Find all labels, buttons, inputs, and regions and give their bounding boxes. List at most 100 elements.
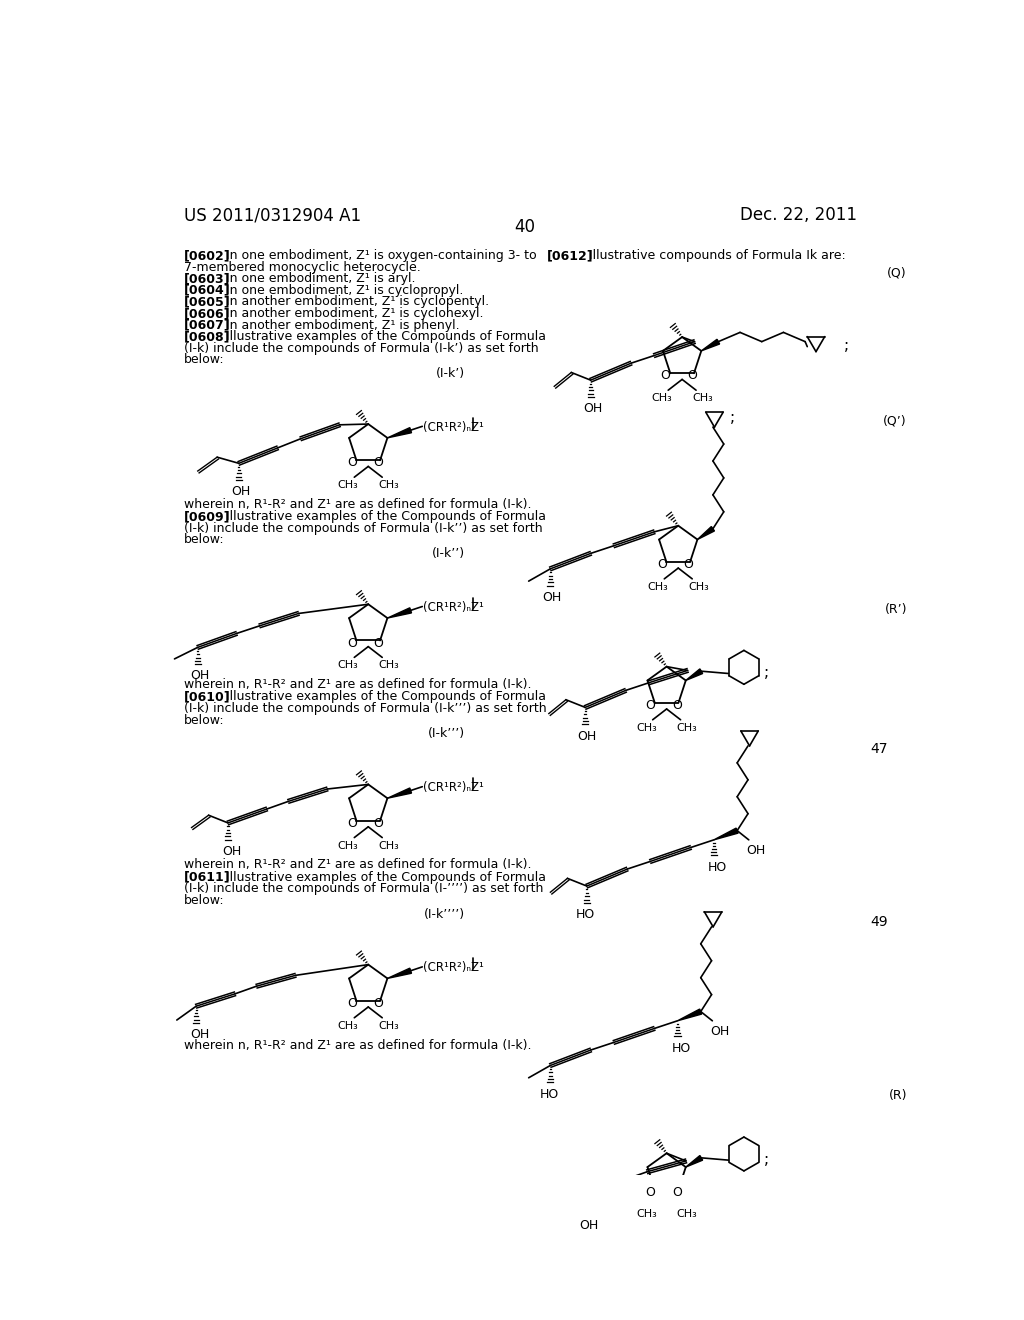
Text: (CR¹R²)ₙZ¹: (CR¹R²)ₙZ¹ [423, 781, 484, 795]
Polygon shape [686, 669, 702, 680]
Text: OH: OH [583, 403, 602, 416]
Text: In another embodiment, Z¹ is phenyl.: In another embodiment, Z¹ is phenyl. [226, 318, 460, 331]
Text: ;: ; [764, 665, 769, 680]
Text: O: O [347, 997, 356, 1010]
Text: In another embodiment, Z¹ is cyclohexyl.: In another embodiment, Z¹ is cyclohexyl. [226, 308, 484, 319]
Text: (I-k) include the compounds of Formula (I-k’) as set forth: (I-k) include the compounds of Formula (… [183, 342, 539, 355]
Text: (I-k’): (I-k’) [436, 367, 465, 380]
Text: CH₃: CH₃ [677, 723, 697, 733]
Text: Illustrative examples of the Compounds of Formula: Illustrative examples of the Compounds o… [226, 511, 547, 523]
Text: (I-k) include the compounds of Formula (I-’’’’) as set forth: (I-k) include the compounds of Formula (… [183, 882, 543, 895]
Text: CH₃: CH₃ [677, 1209, 697, 1220]
Text: OH: OH [578, 730, 597, 743]
Text: 49: 49 [869, 915, 888, 929]
Text: CH₃: CH₃ [688, 582, 709, 591]
Text: Illustrative examples of the Compounds of Formula: Illustrative examples of the Compounds o… [226, 690, 547, 704]
Text: O: O [684, 558, 693, 572]
Text: (Q’): (Q’) [884, 414, 907, 428]
Text: (I-k) include the compounds of Formula (I-k’’’) as set forth: (I-k) include the compounds of Formula (… [183, 702, 547, 715]
Text: CH₃: CH₃ [378, 479, 398, 490]
Text: O: O [347, 457, 356, 470]
Text: CH₃: CH₃ [692, 393, 713, 404]
Text: In one embodiment, Z¹ is cyclopropyl.: In one embodiment, Z¹ is cyclopropyl. [226, 284, 464, 297]
Text: [0611]: [0611] [183, 871, 230, 883]
Text: OH: OH [579, 1218, 598, 1232]
Text: OH: OH [746, 845, 766, 858]
Polygon shape [387, 607, 412, 618]
Text: O: O [374, 817, 383, 830]
Text: Illustrative examples of the Compounds of Formula: Illustrative examples of the Compounds o… [226, 330, 547, 343]
Polygon shape [387, 968, 412, 978]
Text: [0608]: [0608] [183, 330, 230, 343]
Polygon shape [387, 428, 412, 438]
Text: CH₃: CH₃ [338, 1020, 358, 1031]
Text: OH: OH [190, 1028, 209, 1041]
Text: [0602]: [0602] [183, 249, 230, 263]
Text: OH: OH [231, 484, 250, 498]
Polygon shape [697, 527, 715, 540]
Text: 40: 40 [514, 218, 536, 236]
Text: HO: HO [708, 861, 727, 874]
Text: In another embodiment, Z¹ is cyclopentyl.: In another embodiment, Z¹ is cyclopentyl… [226, 296, 489, 309]
Text: O: O [374, 636, 383, 649]
Text: below:: below: [183, 894, 224, 907]
Text: US 2011/0312904 A1: US 2011/0312904 A1 [183, 206, 360, 224]
Text: [0606]: [0606] [183, 308, 230, 319]
Text: below:: below: [183, 533, 224, 546]
Text: (I-k’’’’): (I-k’’’’) [424, 908, 465, 920]
Text: HO: HO [540, 1088, 559, 1101]
Polygon shape [701, 339, 720, 351]
Text: O: O [645, 700, 655, 711]
Text: HO: HO [575, 908, 595, 921]
Text: wherein n, R¹-R² and Z¹ are as defined for formula (I-k).: wherein n, R¹-R² and Z¹ are as defined f… [183, 498, 531, 511]
Text: Illustrative compounds of Formula Ik are:: Illustrative compounds of Formula Ik are… [589, 249, 846, 263]
Text: (CR¹R²)ₙZ¹: (CR¹R²)ₙZ¹ [423, 421, 484, 434]
Text: (I-k’’’): (I-k’’’) [428, 727, 465, 741]
Text: CH₃: CH₃ [636, 723, 656, 733]
Text: [0603]: [0603] [183, 272, 230, 285]
Text: CH₃: CH₃ [648, 582, 669, 591]
Text: [0612]: [0612] [547, 249, 593, 263]
Polygon shape [678, 1008, 701, 1020]
Text: CH₃: CH₃ [651, 393, 673, 404]
Text: (CR¹R²)ₙZ¹: (CR¹R²)ₙZ¹ [423, 601, 484, 614]
Text: In one embodiment, Z¹ is aryl.: In one embodiment, Z¹ is aryl. [226, 272, 416, 285]
Text: [0604]: [0604] [183, 284, 230, 297]
Text: O: O [672, 700, 682, 711]
Text: CH₃: CH₃ [338, 660, 358, 671]
Text: (CR¹R²)ₙZ¹: (CR¹R²)ₙZ¹ [423, 961, 484, 974]
Text: CH₃: CH₃ [378, 1020, 398, 1031]
Text: Dec. 22, 2011: Dec. 22, 2011 [740, 206, 857, 224]
Text: [0609]: [0609] [183, 511, 230, 523]
Polygon shape [387, 788, 412, 799]
Text: O: O [672, 1185, 682, 1199]
Text: (I-k) include the compounds of Formula (I-k’’) as set forth: (I-k) include the compounds of Formula (… [183, 521, 543, 535]
Text: (R’): (R’) [885, 603, 907, 616]
Text: 7-membered monocyclic heterocycle.: 7-membered monocyclic heterocycle. [183, 261, 421, 273]
Text: O: O [660, 370, 671, 383]
Text: wherein n, R¹-R² and Z¹ are as defined for formula (I-k).: wherein n, R¹-R² and Z¹ are as defined f… [183, 858, 531, 871]
Text: [0610]: [0610] [183, 690, 230, 704]
Text: CH₃: CH₃ [636, 1209, 656, 1220]
Text: HO: HO [672, 1041, 690, 1055]
Text: below:: below: [183, 354, 224, 366]
Text: O: O [374, 457, 383, 470]
Text: (I-k’’): (I-k’’) [432, 548, 465, 560]
Text: wherein n, R¹-R² and Z¹ are as defined for formula (I-k).: wherein n, R¹-R² and Z¹ are as defined f… [183, 1039, 531, 1052]
Polygon shape [714, 828, 738, 840]
Text: (R): (R) [889, 1089, 907, 1102]
Text: OH: OH [543, 591, 562, 605]
Text: ;: ; [844, 338, 849, 352]
Text: ;: ; [730, 411, 735, 425]
Text: O: O [687, 370, 697, 383]
Text: O: O [347, 636, 356, 649]
Text: (Q): (Q) [887, 267, 907, 280]
Text: O: O [347, 817, 356, 830]
Text: 47: 47 [870, 742, 888, 756]
Text: OH: OH [222, 845, 241, 858]
Text: CH₃: CH₃ [378, 660, 398, 671]
Text: Illustrative examples of the Compounds of Formula: Illustrative examples of the Compounds o… [226, 871, 547, 883]
Text: CH₃: CH₃ [378, 841, 398, 850]
Text: In one embodiment, Z¹ is oxygen-containing 3- to: In one embodiment, Z¹ is oxygen-containi… [226, 249, 537, 263]
Text: O: O [645, 1185, 655, 1199]
